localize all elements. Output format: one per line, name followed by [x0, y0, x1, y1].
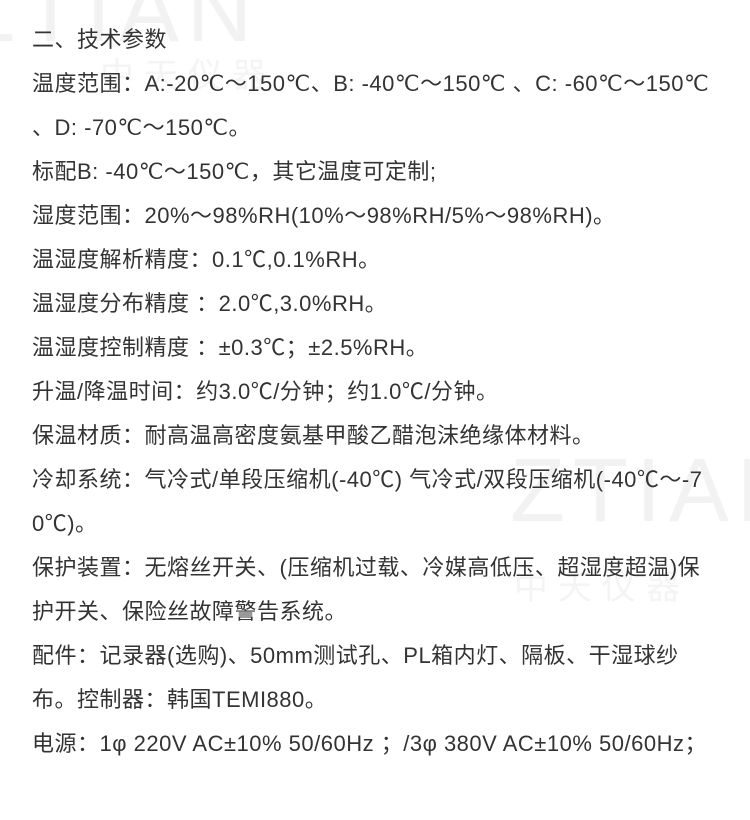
spec-line: 湿度范围：20%～98%RH(10%～98%RH/5%～98%RH)。 — [32, 194, 718, 238]
spec-line: 温度范围：A:-20℃～150℃、B: -40℃～150℃ 、C: -60℃～1… — [32, 62, 718, 150]
spec-line: 保温材质：耐高温高密度氨基甲酸乙醋泡沫绝缘体材料。 — [32, 414, 718, 458]
spec-line: 升温/降温时间：约3.0℃/分钟；约1.0℃/分钟。 — [32, 370, 718, 414]
spec-line: 标配B: -40℃～150℃，其它温度可定制; — [32, 150, 718, 194]
spec-line: 温湿度分布精度 ：2.0℃,3.0%RH。 — [32, 282, 718, 326]
spec-line: 温湿度控制精度 ：±0.3℃；±2.5%RH。 — [32, 326, 718, 370]
spec-line: 电源：1φ 220V AC±10% 50/60Hz ；/3φ 380V AC±1… — [32, 722, 718, 766]
section-heading: 二、技术参数 — [32, 18, 718, 62]
spec-line: 温湿度解析精度：0.1℃,0.1%RH。 — [32, 238, 718, 282]
spec-content: 二、技术参数 温度范围：A:-20℃～150℃、B: -40℃～150℃ 、C:… — [0, 0, 750, 790]
spec-line: 配件：记录器(选购)、50mm测试孔、PL箱内灯、隔板、干湿球纱布。控制器：韩国… — [32, 634, 718, 722]
spec-line: 保护装置：无熔丝开关、(压缩机过载、冷媒高低压、超湿度超温)保护开关、保险丝故障… — [32, 546, 718, 634]
spec-line: 冷却系统：气冷式/单段压缩机(-40℃) 气冷式/双段压缩机(-40℃～-70℃… — [32, 458, 718, 546]
